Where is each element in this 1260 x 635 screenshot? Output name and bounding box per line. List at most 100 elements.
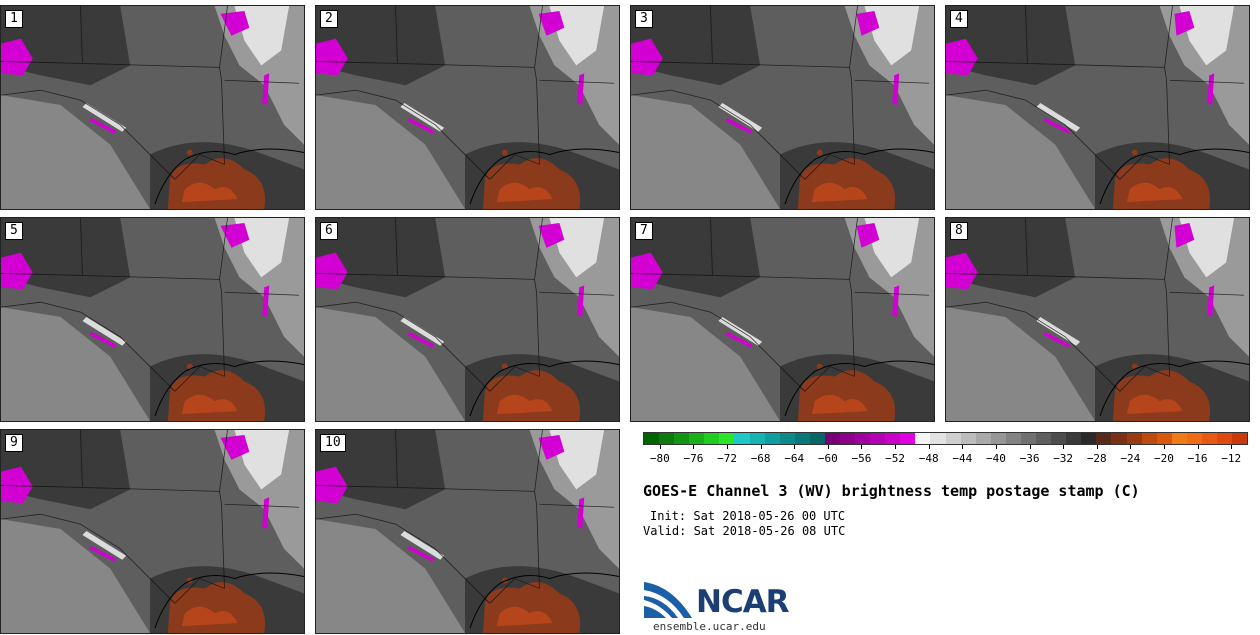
colorbar-tick-label: −72: [717, 452, 737, 465]
colorbar-swatch: [990, 433, 1006, 444]
colorbar-swatch: [1216, 433, 1233, 444]
wv-map: [316, 6, 619, 209]
colorbar-tick: [1130, 445, 1132, 449]
colorbar-swatch: [659, 433, 675, 444]
colorbar-swatch: [1201, 433, 1217, 444]
chart-title: GOES-E Channel 3 (WV) brightness temp po…: [643, 482, 1140, 500]
forecast-panel: 5: [0, 217, 305, 422]
colorbar-swatch: [704, 433, 720, 444]
colorbar-swatch: [1126, 433, 1142, 444]
colorbar-tick: [794, 445, 796, 449]
colorbar-swatch: [1051, 433, 1067, 444]
colorbar-tick: [693, 445, 695, 449]
colorbar-swatch: [779, 433, 795, 444]
panel-number-label: 7: [635, 222, 653, 240]
colorbar-swatch: [689, 433, 705, 444]
forecast-panel: 6: [315, 217, 620, 422]
init-time: Init: Sat 2018-05-26 00 UTC: [650, 509, 846, 523]
panel-number-label: 1: [5, 10, 23, 28]
ncar-logo-icon: [644, 582, 692, 618]
colorbar-tick: [827, 445, 829, 449]
colorbar-tick: [861, 445, 863, 449]
colorbar-tick: [962, 445, 964, 449]
forecast-panel: 10: [315, 429, 620, 634]
colorbar-swatch: [1171, 433, 1187, 444]
colorbar-tick-label: −20: [1154, 452, 1174, 465]
colorbar-swatch: [644, 433, 660, 444]
colorbar-tick-label: −60: [817, 452, 838, 465]
forecast-panel: 7: [630, 217, 935, 422]
colorbar-swatch: [900, 433, 916, 444]
colorbar-swatch: [1081, 433, 1097, 444]
panel-number-label: 2: [320, 10, 338, 28]
colorbar-tick: [659, 445, 661, 449]
colorbar-tick: [1063, 445, 1065, 449]
colorbar-swatch: [930, 433, 946, 444]
colorbar-tick: [1029, 445, 1031, 449]
wv-map: [316, 430, 619, 633]
wv-map: [1, 430, 304, 633]
colorbar-swatch: [1111, 433, 1127, 444]
colorbar-swatch: [674, 433, 690, 444]
colorbar-tick-label: −32: [1053, 452, 1074, 465]
wv-map: [316, 218, 619, 421]
colorbar-tick: [1231, 445, 1233, 449]
site-url: ensemble.ucar.edu: [653, 620, 766, 633]
colorbar: [643, 432, 1248, 445]
colorbar-ticks: −80 −76 −72 −68 −64 −60 −56 −52 −48 −44 −40 −36 −32−…: [643, 445, 1248, 467]
colorbar-swatch: [1232, 433, 1248, 444]
colorbar-swatch: [1005, 433, 1021, 444]
colorbar-swatch: [840, 433, 856, 444]
colorbar-tick: [995, 445, 997, 449]
colorbar-tick-label: −80: [649, 452, 670, 465]
forecast-panel: 3: [630, 5, 935, 210]
colorbar-tick-label: −28: [1086, 452, 1107, 465]
panel-number-label: 5: [5, 222, 23, 240]
colorbar-swatch: [764, 433, 780, 444]
forecast-panel: 4: [945, 5, 1250, 210]
wv-map: [1, 6, 304, 209]
panel-number-label: 8: [950, 222, 968, 240]
wv-map: [631, 218, 934, 421]
forecast-panel: 8: [945, 217, 1250, 422]
valid-time: Valid: Sat 2018-05-26 08 UTC: [643, 524, 846, 538]
colorbar-swatch: [960, 433, 976, 444]
colorbar-swatch: [1186, 433, 1202, 444]
colorbar-swatch: [1066, 433, 1082, 444]
wv-map: [946, 218, 1249, 421]
forecast-panel: 9: [0, 429, 305, 634]
colorbar-tick: [1197, 445, 1199, 449]
colorbar-tick-label: −40: [985, 452, 1006, 465]
colorbar-swatch: [734, 433, 750, 444]
wv-map: [1, 218, 304, 421]
colorbar-tick-label: −36: [1019, 452, 1040, 465]
colorbar-swatch: [1036, 433, 1052, 444]
panel-number-label: 10: [320, 434, 346, 452]
colorbar-tick-label: −64: [784, 452, 805, 465]
forecast-panel: 1: [0, 5, 305, 210]
colorbar-tick: [895, 445, 897, 449]
colorbar-tick: [727, 445, 729, 449]
colorbar-swatch: [915, 433, 931, 444]
panel-number-label: 4: [950, 10, 968, 28]
colorbar-swatch: [1156, 433, 1172, 444]
colorbar-tick-label: −12: [1221, 452, 1242, 465]
colorbar-tick: [1163, 445, 1165, 449]
colorbar-tick: [1096, 445, 1098, 449]
forecast-panel: 2: [315, 5, 620, 210]
colorbar-tick-label: −68: [750, 452, 771, 465]
colorbar-swatch: [809, 433, 825, 444]
panel-number-label: 6: [320, 222, 338, 240]
colorbar-tick-label: −48: [918, 452, 939, 465]
colorbar-swatch: [885, 433, 901, 444]
wv-map: [631, 6, 934, 209]
colorbar-swatch: [749, 433, 765, 444]
wv-map: [946, 6, 1249, 209]
colorbar-swatch: [1020, 433, 1037, 444]
colorbar-tick-label: −56: [851, 452, 872, 465]
panel-number-label: 9: [5, 434, 23, 452]
colorbar-swatch: [824, 433, 841, 444]
ncar-logo-text: NCAR: [696, 584, 790, 620]
colorbar-swatch: [794, 433, 810, 444]
colorbar-swatch: [855, 433, 871, 444]
